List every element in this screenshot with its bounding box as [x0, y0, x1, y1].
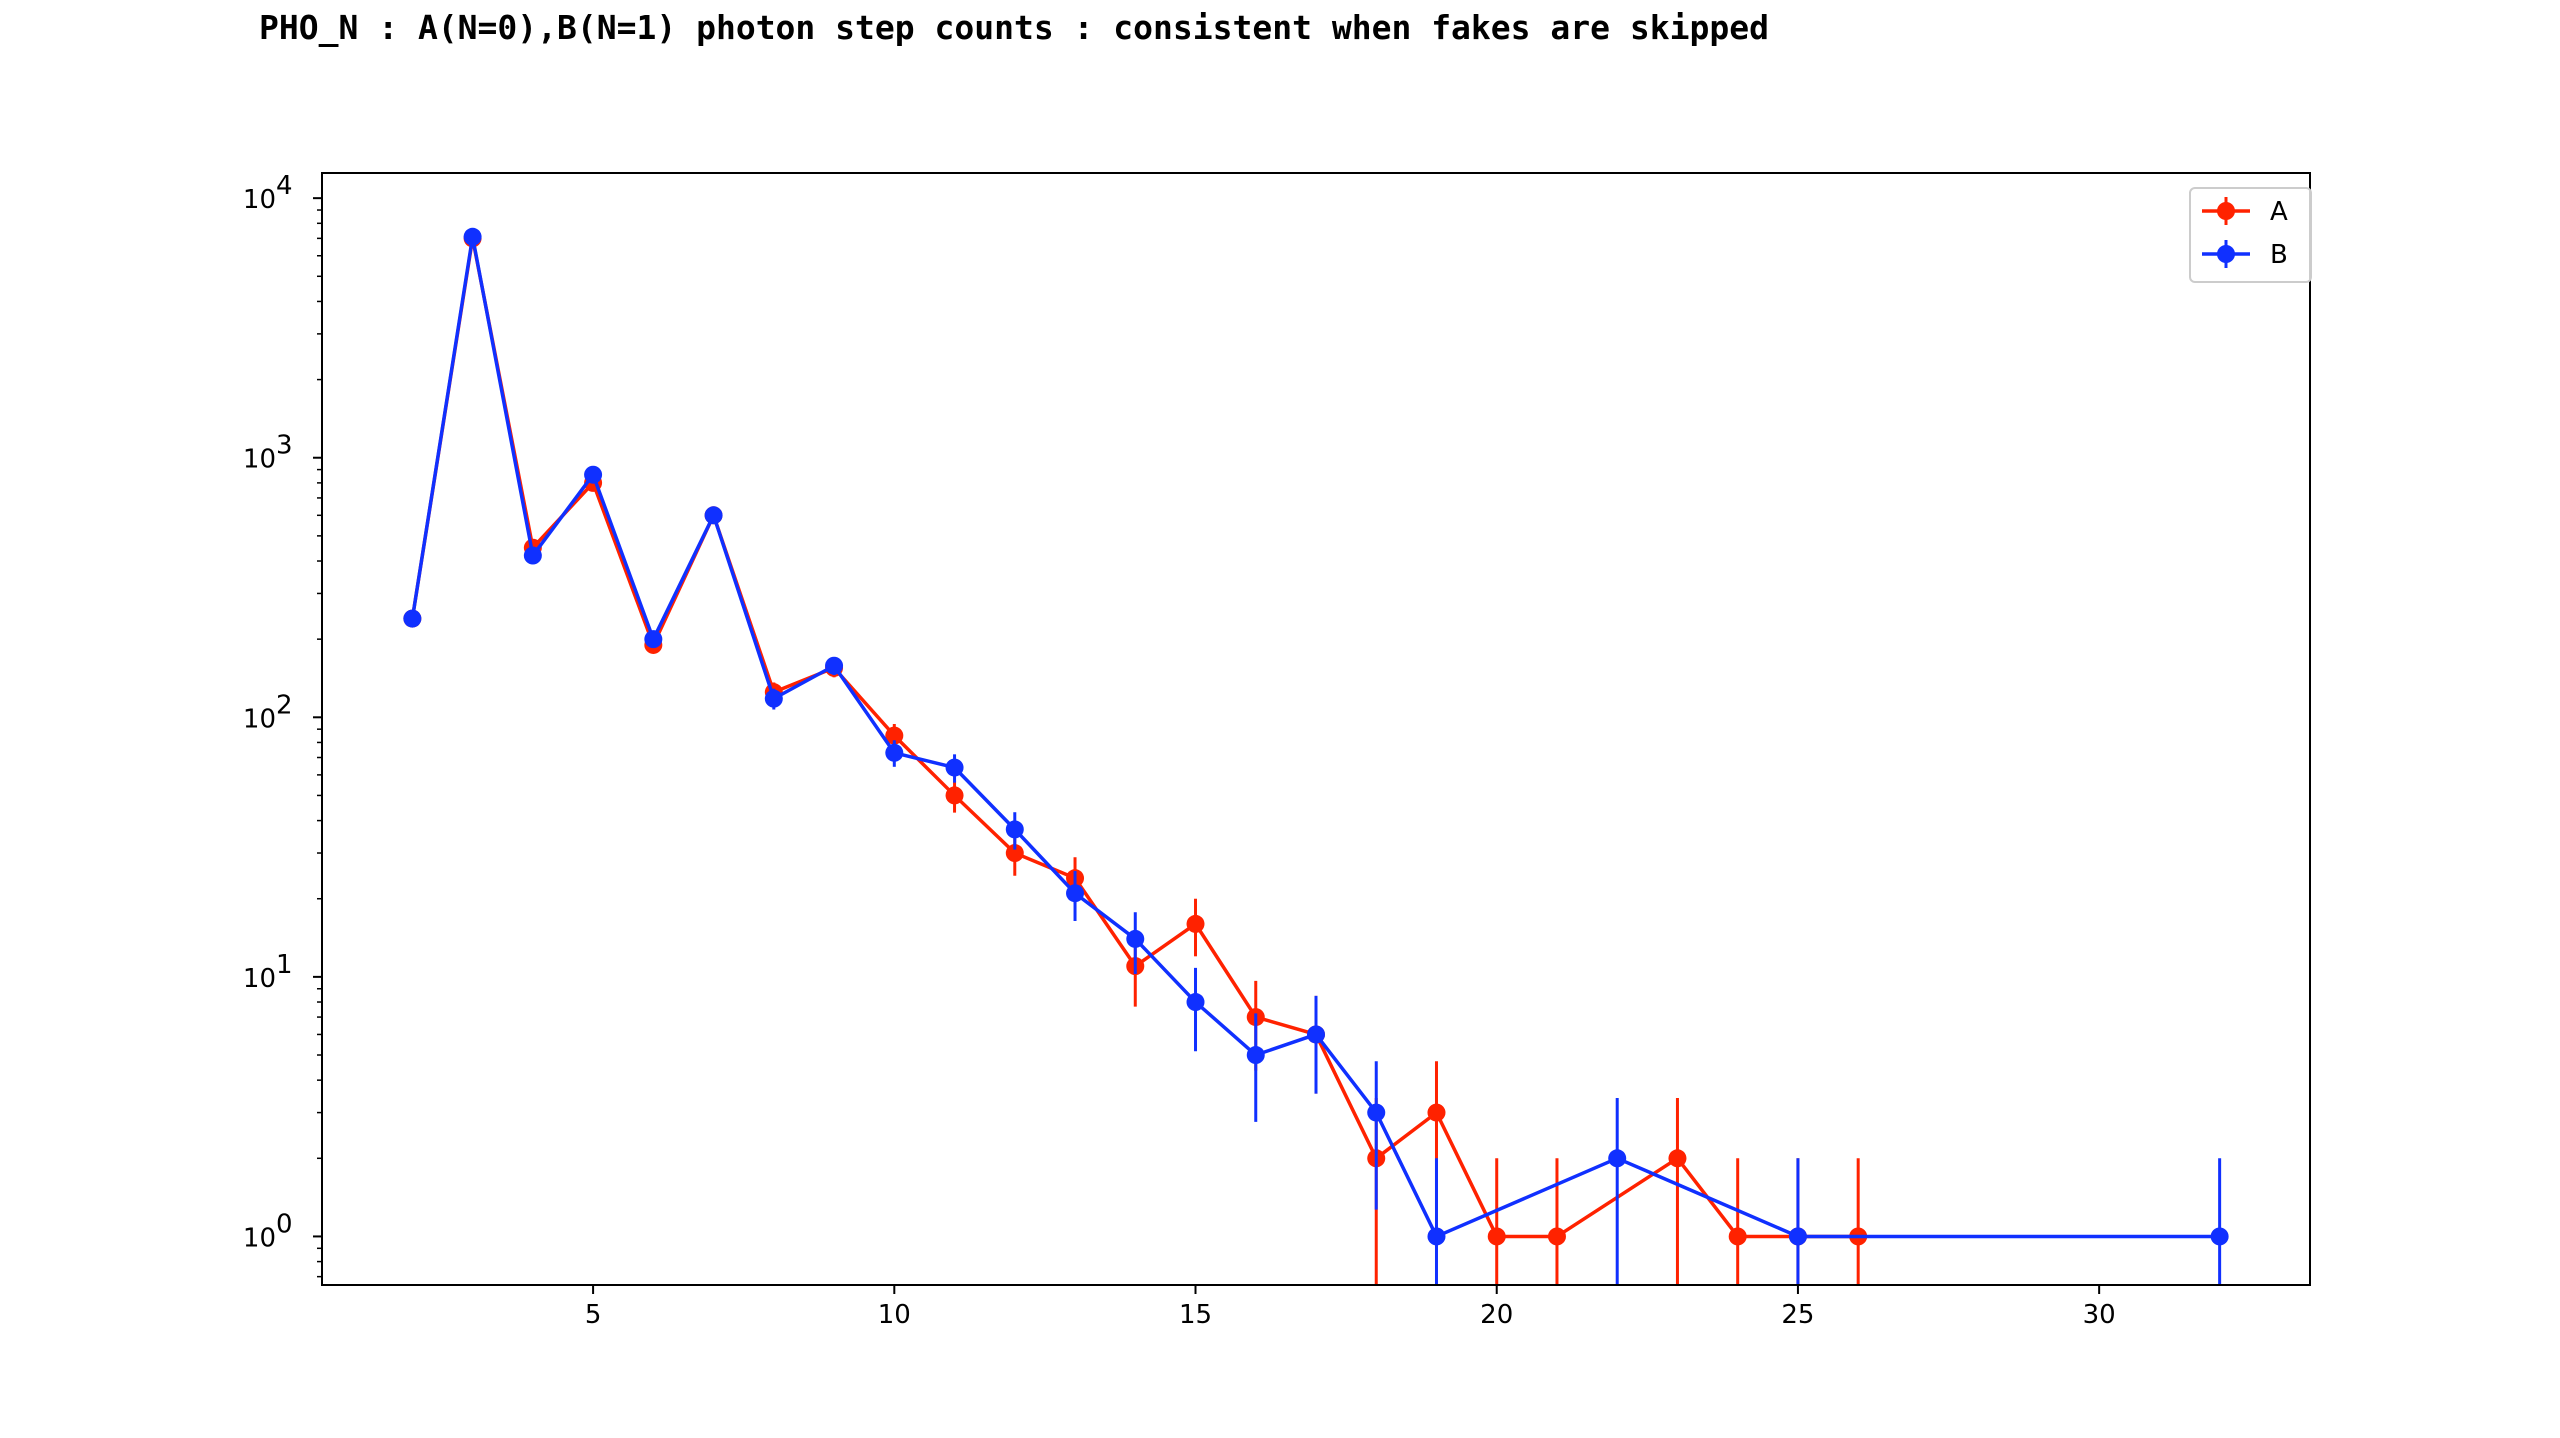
y-tick-label: 10 [243, 1223, 276, 1253]
series-line [410, 236, 1859, 1239]
x-tick-label: 25 [1781, 1300, 1814, 1330]
y-tick-exponent: 2 [276, 690, 293, 720]
data-point [403, 609, 422, 628]
data-point [1427, 1103, 1446, 1122]
legend-marker [2217, 245, 2235, 263]
legend-label: A [2270, 197, 2288, 227]
data-point [1005, 844, 1024, 863]
x-tick-label: 20 [1480, 1300, 1513, 1330]
data-point [1246, 1046, 1265, 1065]
y-tick-exponent: 1 [276, 950, 293, 980]
x-axis: 5 10 15 20 25 30 [585, 1285, 2116, 1330]
legend-entry-A: A [2202, 197, 2288, 227]
data-point [1608, 1149, 1627, 1168]
data-point [885, 726, 904, 745]
data-point [1367, 1103, 1386, 1122]
data-point [644, 630, 663, 649]
data-point [1427, 1227, 1446, 1246]
data-point [1728, 1227, 1747, 1246]
legend-entry-B: B [2202, 240, 2288, 270]
y-tick-exponent: 0 [276, 1209, 293, 1239]
data-point [1186, 914, 1205, 933]
y-tick-label: 10 [243, 185, 276, 215]
x-tick-label: 10 [878, 1300, 911, 1330]
data-point [1126, 929, 1145, 948]
series-B [403, 227, 2229, 1285]
x-tick-label: 5 [585, 1300, 602, 1330]
series-layer [403, 227, 2229, 1285]
y-tick-label: 10 [243, 445, 276, 475]
data-point [2210, 1227, 2229, 1246]
data-point [1186, 993, 1205, 1012]
data-point [825, 656, 844, 675]
data-point [523, 546, 542, 565]
data-point [1788, 1227, 1807, 1246]
legend: AB [2189, 187, 2312, 283]
data-point [1307, 1025, 1325, 1044]
axes-frame [321, 172, 2311, 1286]
data-point [1005, 820, 1024, 839]
y-tick-label: 10 [243, 704, 276, 734]
data-point [1547, 1227, 1566, 1246]
data-point [885, 743, 904, 762]
data-point [1066, 884, 1085, 903]
data-point [463, 227, 482, 246]
series-A [403, 229, 1868, 1285]
y-tick-exponent: 3 [276, 431, 293, 461]
data-point [945, 786, 964, 805]
x-tick-label: 30 [2083, 1300, 2116, 1330]
data-point [1668, 1149, 1687, 1168]
data-point [1487, 1227, 1506, 1246]
chart-title: PHO_N : A(N=0),B(N=1) photon step counts… [259, 8, 1769, 47]
data-point [764, 689, 783, 708]
x-tick-label: 15 [1179, 1300, 1212, 1330]
data-point [945, 758, 964, 777]
y-tick-label: 10 [243, 964, 276, 994]
y-tick-exponent: 4 [276, 171, 293, 201]
data-point [704, 506, 723, 525]
legend-label: B [2270, 240, 2288, 270]
data-point [584, 465, 603, 484]
legend-box [2189, 187, 2312, 283]
legend-marker [2217, 202, 2235, 220]
